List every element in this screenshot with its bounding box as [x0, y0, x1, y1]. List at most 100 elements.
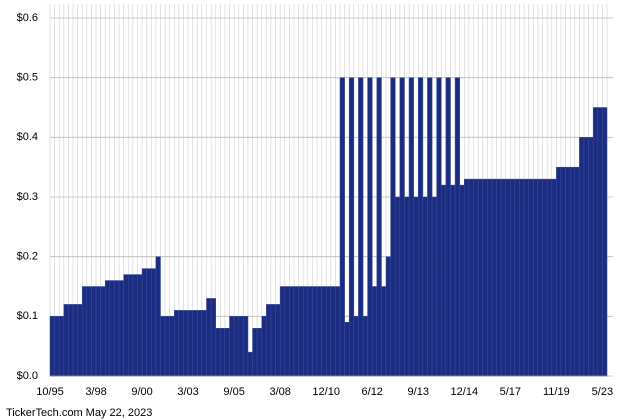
bar: [376, 77, 382, 377]
bar: [427, 77, 433, 377]
bar: [362, 316, 368, 377]
bar: [183, 310, 189, 377]
bar: [399, 77, 405, 377]
bar: [330, 286, 336, 377]
bar: [275, 304, 281, 377]
bar: [592, 107, 599, 377]
bar: [477, 178, 483, 377]
bar: [528, 178, 534, 377]
x-tick-label: 3/08: [269, 386, 290, 398]
bar: [155, 256, 161, 377]
bar: [390, 77, 396, 377]
bar: [556, 166, 562, 377]
bar: [284, 286, 290, 377]
bar: [224, 328, 230, 377]
bar: [206, 298, 212, 377]
bar: [109, 280, 115, 377]
bar: [289, 286, 295, 377]
bar: [174, 310, 180, 377]
bar: [220, 328, 226, 377]
bar: [91, 286, 97, 377]
bar: [394, 196, 401, 377]
bar: [302, 286, 309, 377]
bar: [413, 196, 419, 377]
bar: [408, 77, 414, 377]
bar: [551, 178, 557, 377]
bar: [77, 304, 83, 377]
bar: [49, 316, 55, 377]
bar: [63, 304, 69, 377]
bar: [441, 184, 447, 377]
bar: [72, 304, 78, 377]
bar: [537, 178, 543, 377]
bar: [256, 328, 263, 377]
bar: [201, 310, 207, 377]
y-tick-label: $0.4: [17, 131, 38, 143]
bar: [210, 298, 216, 377]
bar: [58, 316, 65, 377]
x-tick-label: 12/14: [451, 386, 479, 398]
bar: [367, 77, 373, 377]
bar: [316, 286, 322, 377]
x-tick-label: 9/05: [223, 386, 244, 398]
bar: [238, 316, 244, 377]
bar: [454, 77, 460, 377]
bar: [192, 310, 198, 377]
bar: [118, 280, 124, 377]
x-tick-label: 11/19: [543, 386, 570, 398]
bar: [565, 166, 571, 377]
x-tick-label: 10/95: [36, 386, 64, 398]
bar: [252, 328, 258, 377]
bar: [500, 178, 506, 377]
x-tick-label: 3/03: [177, 386, 198, 398]
bar: [114, 280, 120, 377]
x-tick-label: 9/13: [408, 386, 429, 398]
bar: [307, 286, 313, 377]
bar: [348, 77, 355, 377]
bar: [431, 196, 437, 377]
bar: [86, 286, 92, 377]
y-tick-label: $0.0: [17, 370, 38, 382]
y-tick-label: $0.1: [17, 310, 38, 322]
bar: [279, 286, 286, 377]
bar: [247, 351, 253, 377]
bar: [229, 316, 235, 377]
y-tick-label: $0.3: [17, 191, 38, 203]
bar: [514, 178, 520, 377]
bar: [187, 310, 193, 377]
bar: [335, 286, 341, 377]
bar: [523, 178, 529, 377]
bar: [68, 304, 74, 377]
bar: [123, 274, 129, 377]
bar: [132, 274, 138, 377]
x-tick-label: 5/17: [500, 386, 521, 398]
bar: [422, 196, 428, 377]
bar: [233, 316, 239, 377]
bar: [298, 286, 304, 377]
x-tick-label: 6/12: [362, 386, 383, 398]
x-tick-label: 5/23: [592, 386, 613, 398]
bar: [151, 268, 157, 377]
bar: [293, 286, 299, 377]
bar: [510, 178, 516, 377]
bar: [325, 286, 332, 377]
bar: [81, 286, 88, 377]
bar: [574, 166, 580, 377]
bar: [215, 328, 221, 377]
bar: [169, 316, 175, 377]
bar: [339, 77, 345, 377]
bar: [266, 304, 272, 377]
bar: [270, 304, 276, 377]
bar: [533, 178, 539, 377]
bar: [459, 184, 465, 377]
bar: [482, 178, 488, 377]
bar: [261, 316, 267, 377]
bar: [445, 77, 451, 377]
bar: [321, 286, 327, 377]
bar: [496, 178, 502, 377]
bar: [473, 178, 479, 377]
y-tick-label: $0.2: [17, 251, 38, 263]
bar: [546, 178, 553, 377]
bar: [146, 268, 152, 377]
bar: [197, 310, 203, 377]
